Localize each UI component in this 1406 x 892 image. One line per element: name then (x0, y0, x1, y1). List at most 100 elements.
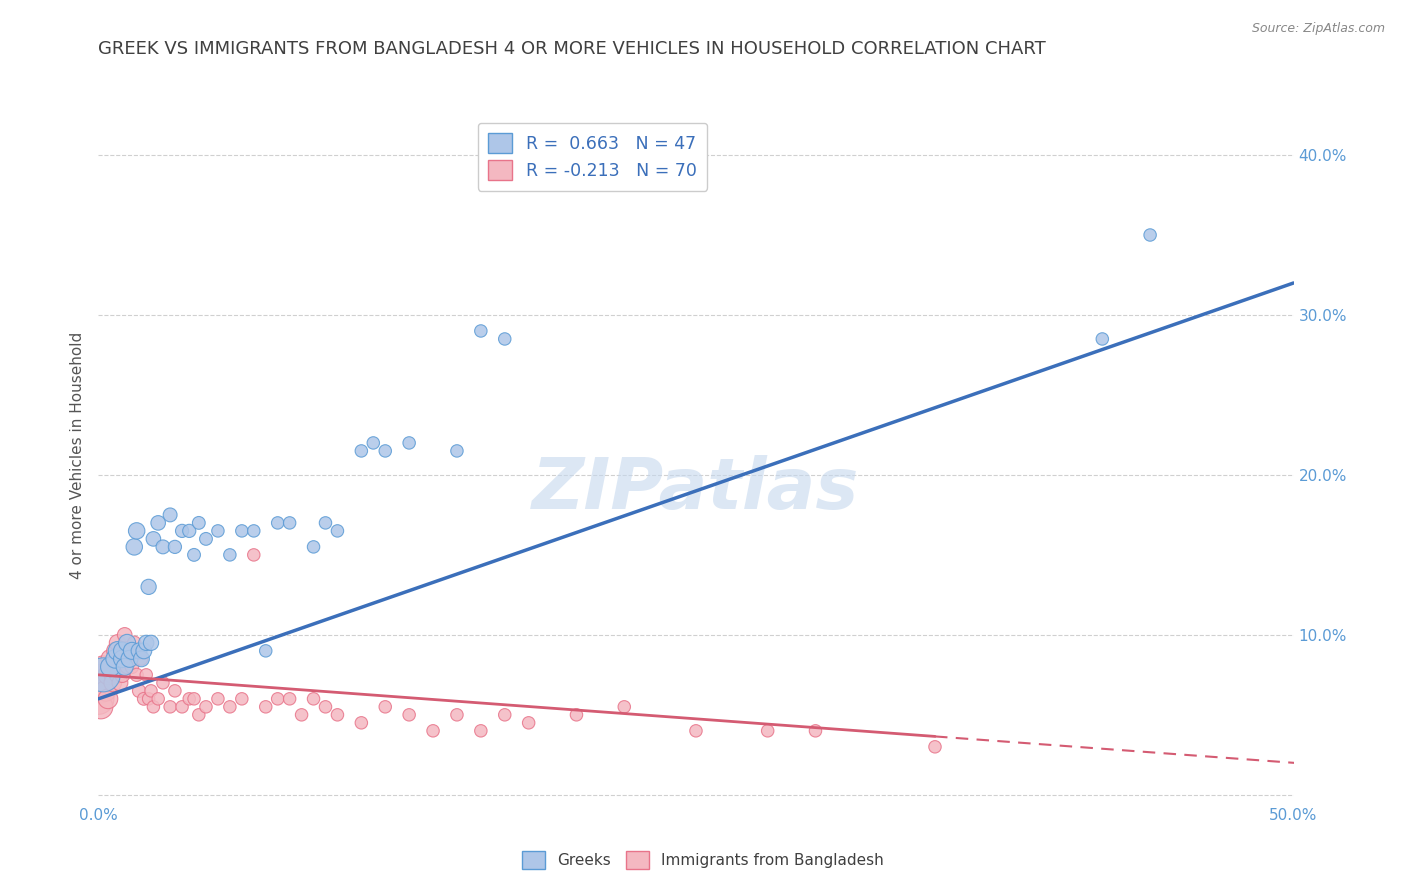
Point (231, 691, 253, 706)
Point (108, 676, 131, 690)
Point (194, 532, 218, 546)
Point (326, 524, 349, 538)
Point (114, 652, 136, 666)
Point (125, 524, 148, 538)
Point (135, 636, 157, 650)
Point (118, 644, 141, 658)
Point (194, 699, 218, 714)
Point (91, 660, 114, 674)
Point (363, 436, 385, 450)
Point (685, 723, 707, 738)
Point (315, 699, 337, 714)
Point (139, 683, 162, 698)
Point (291, 707, 314, 722)
Point (470, 324, 492, 338)
Point (98, 660, 122, 674)
Point (104, 652, 127, 666)
Point (114, 660, 136, 674)
Point (398, 707, 420, 722)
Point (326, 707, 349, 722)
Point (302, 691, 325, 706)
Y-axis label: 4 or more Vehicles in Household: 4 or more Vehicles in Household (70, 331, 86, 579)
Point (94, 683, 117, 698)
Point (138, 580, 160, 594)
Point (219, 699, 242, 714)
Point (350, 715, 373, 730)
Point (804, 723, 827, 738)
Point (172, 524, 194, 538)
Point (315, 516, 337, 530)
Point (87, 691, 110, 706)
Point (446, 444, 468, 458)
Point (131, 652, 153, 666)
Point (125, 668, 148, 682)
Point (278, 691, 301, 706)
Point (163, 540, 186, 554)
Text: ZIPatlas: ZIPatlas (533, 455, 859, 524)
Point (159, 508, 181, 522)
Point (104, 644, 127, 658)
Point (97, 668, 120, 682)
Point (207, 691, 229, 706)
Point (398, 436, 420, 450)
Point (128, 644, 150, 658)
Point (152, 540, 174, 554)
Point (90, 699, 112, 714)
Point (302, 540, 325, 554)
Point (121, 644, 143, 658)
Legend: R =  0.663   N = 47, R = -0.213   N = 70: R = 0.663 N = 47, R = -0.213 N = 70 (478, 123, 707, 191)
Point (128, 683, 150, 698)
Text: Source: ZipAtlas.com: Source: ZipAtlas.com (1251, 22, 1385, 36)
Point (98, 652, 122, 666)
Point (135, 668, 157, 682)
Point (115, 660, 138, 674)
Legend: Greeks, Immigrants from Bangladesh: Greeks, Immigrants from Bangladesh (516, 845, 890, 875)
Point (243, 548, 266, 562)
Point (254, 644, 277, 658)
Point (118, 652, 141, 666)
Point (148, 516, 170, 530)
Point (91, 668, 114, 682)
Point (121, 660, 143, 674)
Point (243, 524, 266, 538)
Point (517, 715, 540, 730)
Point (159, 699, 181, 714)
Point (470, 723, 492, 738)
Point (350, 444, 373, 458)
Point (148, 691, 170, 706)
Point (565, 707, 588, 722)
Point (124, 540, 146, 554)
Point (107, 668, 129, 682)
Point (131, 652, 153, 666)
Point (613, 699, 636, 714)
Point (114, 628, 136, 642)
Point (422, 723, 444, 738)
Point (183, 548, 205, 562)
Point (132, 691, 155, 706)
Point (278, 516, 301, 530)
Point (179, 524, 201, 538)
Point (142, 699, 165, 714)
Point (254, 699, 277, 714)
Point (111, 644, 134, 658)
Point (172, 699, 194, 714)
Point (187, 707, 209, 722)
Point (101, 676, 124, 690)
Point (132, 644, 155, 658)
Point (98, 660, 122, 674)
Point (87, 676, 110, 690)
Point (108, 652, 131, 666)
Point (179, 691, 201, 706)
Point (374, 444, 396, 458)
Point (207, 524, 229, 538)
Point (494, 707, 516, 722)
Point (142, 532, 165, 546)
Point (267, 516, 290, 530)
Point (107, 636, 129, 650)
Point (924, 739, 946, 754)
Point (139, 636, 162, 650)
Point (101, 668, 124, 682)
Point (138, 691, 160, 706)
Point (107, 644, 129, 658)
Point (111, 652, 134, 666)
